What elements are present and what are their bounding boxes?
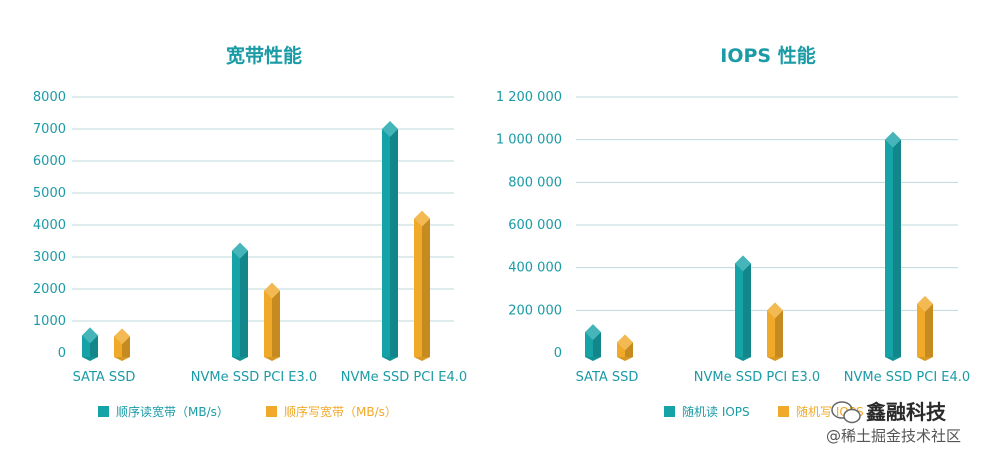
- watermark: 鑫融科技 @稀土掘金技术社区: [826, 400, 961, 445]
- iops-chart: IOPS 性能 0 200 000 400 000 600 000 800 000 1 0…: [496, 44, 970, 419]
- y-tick-label: 1 000 000: [496, 133, 562, 148]
- bar-write: [767, 302, 783, 361]
- y-tick-label: 4000: [33, 218, 66, 233]
- watermark-subtitle: @稀土掘金技术社区: [826, 427, 961, 445]
- category-labels: SATA SSD NVMe SSD PCI E3.0 NVMe SSD PCI …: [576, 370, 971, 385]
- category-label: NVMe SSD PCI E3.0: [191, 370, 317, 385]
- legend-label: 顺序写宽带（MB/s）: [284, 404, 397, 419]
- bar-read: [885, 131, 901, 361]
- bar-read: [585, 324, 601, 361]
- gridlines: [72, 96, 454, 322]
- category-label: SATA SSD: [576, 370, 639, 385]
- bar-write: [917, 295, 933, 361]
- bar-write: [264, 282, 280, 361]
- legend-swatch-write: [266, 406, 277, 417]
- category-label: NVMe SSD PCI E4.0: [844, 370, 970, 385]
- bar-write: [114, 328, 130, 361]
- legend-label: 随机读 IOPS: [682, 404, 750, 419]
- legend-swatch-read: [664, 406, 675, 417]
- y-tick-label: 1000: [33, 314, 66, 329]
- y-tick-label: 200 000: [508, 303, 562, 318]
- bandwidth-chart: 宽带性能 0 1000 2000 3000 4000 5000 6000 7000 8000 S…: [33, 44, 467, 419]
- category-label: NVMe SSD PCI E4.0: [341, 370, 467, 385]
- y-tick-label: 1 200 000: [496, 90, 562, 105]
- bars: [82, 121, 430, 361]
- bar-read: [735, 255, 751, 361]
- chart-title: IOPS 性能: [720, 44, 815, 67]
- y-tick-label: 0: [554, 346, 562, 361]
- category-label: SATA SSD: [73, 370, 136, 385]
- watermark-title: 鑫融科技: [866, 400, 947, 424]
- y-tick-label: 3000: [33, 250, 66, 265]
- category-label: NVMe SSD PCI E3.0: [694, 370, 820, 385]
- bar-read: [82, 327, 98, 361]
- y-tick-label: 600 000: [508, 218, 562, 233]
- y-tick-label: 8000: [33, 90, 66, 105]
- y-tick-label: 0: [58, 346, 66, 361]
- y-tick-label: 7000: [33, 122, 66, 137]
- legend-swatch-write: [778, 406, 789, 417]
- bar-write: [414, 210, 430, 361]
- y-tick-label: 6000: [33, 154, 66, 169]
- legend: 顺序读宽带（MB/s） 顺序写宽带（MB/s）: [98, 404, 397, 419]
- legend-swatch-read: [98, 406, 109, 417]
- bar-read: [232, 242, 248, 361]
- y-tick-labels: 0 1000 2000 3000 4000 5000 6000 7000 8000: [33, 90, 66, 361]
- y-tick-label: 400 000: [508, 261, 562, 276]
- y-tick-labels: 0 200 000 400 000 600 000 800 000 1 000 000 1 …: [496, 90, 562, 361]
- legend: 随机读 IOPS 随机写 IOPS: [664, 404, 864, 419]
- wechat-icon: [831, 401, 861, 424]
- bar-read: [382, 121, 398, 361]
- y-tick-label: 800 000: [508, 175, 562, 190]
- chart-title: 宽带性能: [226, 44, 302, 67]
- category-labels: SATA SSD NVMe SSD PCI E3.0 NVMe SSD PCI …: [73, 370, 468, 385]
- y-tick-label: 2000: [33, 282, 66, 297]
- y-tick-label: 5000: [33, 186, 66, 201]
- bar-write: [617, 334, 633, 361]
- legend-label: 顺序读宽带（MB/s）: [116, 404, 229, 419]
- bars: [585, 131, 933, 361]
